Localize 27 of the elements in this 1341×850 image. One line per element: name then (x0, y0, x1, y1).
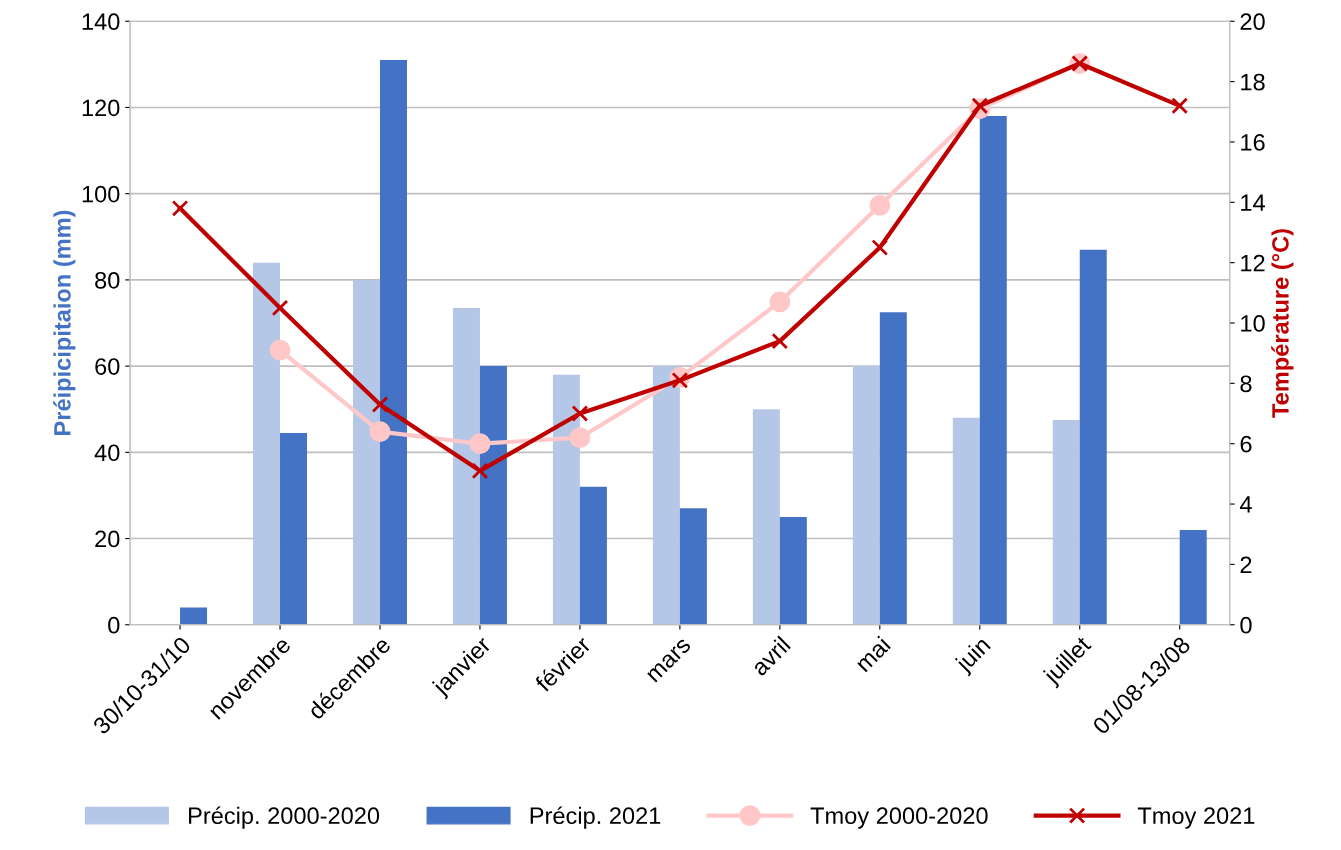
y2-tick-label: 18 (1241, 73, 1265, 91)
y2-tick-label: 4 (1239, 496, 1252, 513)
y-tick-label: 140 (82, 13, 120, 31)
y-tick-label: 120 (82, 99, 120, 117)
y2-tick-label: 12 (1241, 254, 1265, 272)
y2-tick-label: 20 (1240, 13, 1265, 31)
y2-tick-label: 2 (1240, 556, 1252, 573)
y-tick-label: 20 (95, 530, 120, 548)
y-tick-label: 40 (94, 444, 120, 462)
y-axis-title: Préipicipitaion (mm) (53, 210, 76, 435)
y2-tick-label: 16 (1241, 134, 1265, 151)
legend-label: Précip. 2021 (530, 806, 661, 829)
x-tick-label: mai (854, 635, 891, 673)
legend-label: Tmoy 2021 (1137, 807, 1255, 829)
x-tick-label: juin (953, 635, 995, 677)
y2-tick-label: 14 (1241, 194, 1265, 211)
y2-axis-title: Température (°C) (1271, 229, 1294, 418)
y2-tick-label: 6 (1240, 435, 1252, 453)
y-tick-label: 100 (82, 185, 120, 203)
y-tick-label: 60 (95, 358, 120, 375)
y2-tick-label: 10 (1241, 315, 1265, 332)
legend-label: Tmoy 2000-2020 (810, 807, 988, 829)
legend-label: Précip. 2000-2020 (189, 806, 380, 829)
y-tick-label: 0 (108, 616, 120, 634)
y2-tick-label: 8 (1240, 375, 1252, 393)
y-tick-label: 80 (95, 271, 120, 289)
y2-tick-label: 0 (1240, 616, 1252, 634)
